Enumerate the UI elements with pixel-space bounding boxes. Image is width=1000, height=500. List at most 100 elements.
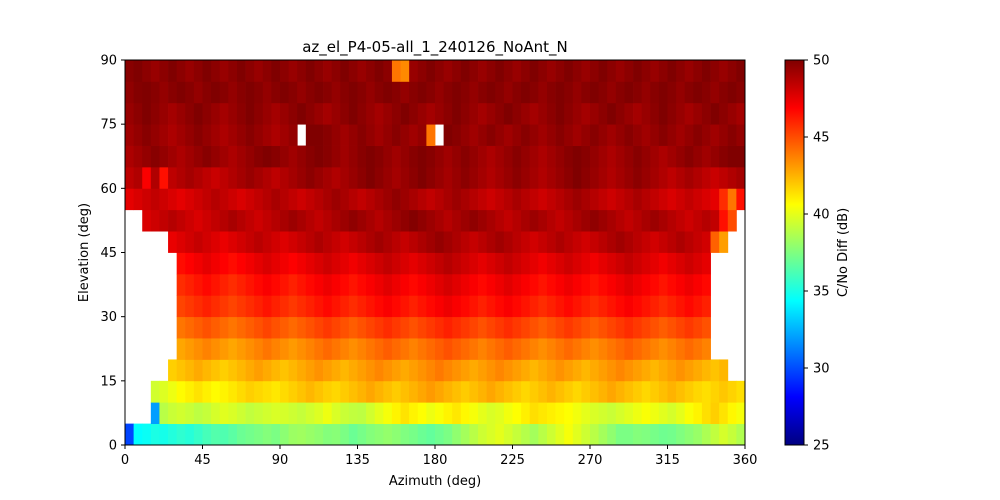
heatmap-cell	[228, 338, 238, 360]
heatmap-cell	[503, 145, 513, 168]
heatmap-cell	[168, 209, 178, 232]
heatmap-cell	[426, 402, 436, 425]
heatmap-cell	[650, 295, 660, 318]
heatmap-cell	[228, 209, 238, 232]
colorbar-label: C/No Diff (dB)	[836, 208, 851, 297]
heatmap-cell	[650, 359, 660, 382]
heatmap-cell	[245, 124, 255, 146]
heatmap-cell	[564, 273, 574, 296]
heatmap-cell	[512, 188, 522, 211]
heatmap-cell	[564, 60, 574, 82]
heatmap-cell	[615, 81, 625, 104]
heatmap-cell	[460, 60, 470, 82]
heatmap-cell	[555, 81, 565, 104]
heatmap-cell	[460, 273, 470, 296]
heatmap-cell	[366, 252, 376, 275]
heatmap-cell	[383, 81, 393, 104]
heatmap-cell	[374, 231, 384, 253]
x-tick-label: 90	[272, 453, 289, 468]
heatmap-cell	[314, 402, 324, 425]
heatmap-cell	[581, 316, 591, 339]
heatmap-cell	[409, 423, 419, 446]
heatmap-cell	[331, 231, 341, 253]
heatmap-cell	[133, 102, 143, 125]
heatmap-cell	[409, 402, 419, 425]
heatmap-cell	[383, 338, 393, 360]
heatmap-cell	[607, 273, 617, 296]
heatmap-cell	[202, 81, 212, 104]
heatmap-cell	[150, 124, 160, 146]
heatmap-cell	[374, 188, 384, 211]
heatmap-cell	[426, 145, 436, 168]
heatmap-cell	[133, 124, 143, 146]
heatmap-cell	[435, 380, 445, 403]
heatmap-cell	[280, 273, 290, 296]
heatmap-cell	[555, 166, 565, 189]
heatmap-cell	[443, 380, 453, 403]
heatmap-cell	[331, 338, 341, 360]
heatmap-cell	[512, 273, 522, 296]
heatmap-cell	[555, 359, 565, 382]
heatmap-cell	[658, 102, 668, 125]
heatmap-cell	[400, 81, 410, 104]
heatmap-cell	[521, 81, 531, 104]
heatmap-cell	[150, 81, 160, 104]
heatmap-cell	[443, 359, 453, 382]
heatmap-cell	[219, 60, 229, 82]
heatmap-cell	[435, 359, 445, 382]
heatmap-cell	[426, 338, 436, 360]
heatmap-cell	[460, 124, 470, 146]
heatmap-cell	[193, 166, 203, 189]
heatmap-cell	[383, 209, 393, 232]
heatmap-cell	[512, 359, 522, 382]
heatmap-cell	[168, 423, 178, 446]
heatmap-cell	[676, 124, 686, 146]
heatmap-cell	[314, 316, 324, 339]
heatmap-cell	[701, 81, 711, 104]
heatmap-cell	[176, 273, 186, 296]
heatmap-cell	[650, 81, 660, 104]
heatmap-cell	[529, 209, 539, 232]
heatmap-cell	[693, 380, 703, 403]
heatmap-cell	[125, 102, 135, 125]
heatmap-cell	[219, 124, 229, 146]
heatmap-cell	[185, 60, 195, 82]
heatmap-cell	[280, 188, 290, 211]
heatmap-cell	[676, 166, 686, 189]
heatmap-cell	[572, 252, 582, 275]
heatmap-cell	[615, 231, 625, 253]
heatmap-cell	[495, 273, 505, 296]
heatmap-cell	[409, 166, 419, 189]
heatmap-cell	[460, 359, 470, 382]
heatmap-cell	[546, 295, 556, 318]
heatmap-cell	[633, 231, 643, 253]
heatmap-cell	[297, 231, 307, 253]
heatmap-cell	[383, 316, 393, 339]
heatmap-cell	[383, 273, 393, 296]
heatmap-cell	[495, 166, 505, 189]
heatmap-cell	[581, 60, 591, 82]
heatmap-cell	[676, 145, 686, 168]
heatmap-cell	[159, 188, 169, 211]
heatmap-cell	[658, 231, 668, 253]
heatmap-cell	[512, 295, 522, 318]
heatmap-cell	[443, 295, 453, 318]
heatmap-cell	[383, 295, 393, 318]
heatmap-cell	[495, 359, 505, 382]
heatmap-cell	[142, 166, 152, 189]
heatmap-cell	[512, 423, 522, 446]
heatmap-cell	[460, 231, 470, 253]
heatmap-cell	[676, 295, 686, 318]
heatmap-cell	[219, 380, 229, 403]
heatmap-cell	[478, 338, 488, 360]
heatmap-cell	[469, 81, 479, 104]
heatmap-cell	[684, 380, 694, 403]
heatmap-cell	[228, 402, 238, 425]
x-tick-label: 45	[194, 453, 211, 468]
heatmap-cell	[469, 60, 479, 82]
heatmap-cell	[168, 102, 178, 125]
heatmap-cell	[202, 380, 212, 403]
heatmap-cell	[383, 231, 393, 253]
heatmap-cell	[150, 402, 160, 425]
heatmap-cell	[624, 209, 634, 232]
